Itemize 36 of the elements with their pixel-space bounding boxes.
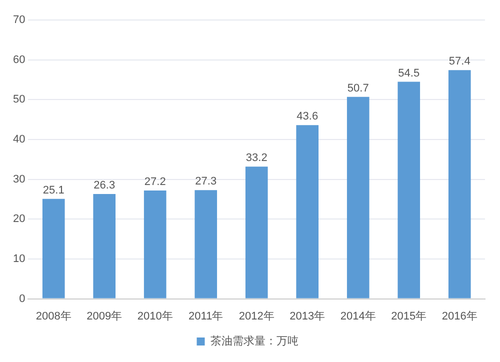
bar (194, 190, 218, 298)
x-tick-label: 2008年 (36, 310, 72, 322)
y-tick-label: 30 (12, 173, 26, 186)
bar (93, 194, 116, 298)
y-tick-label: 20 (12, 213, 26, 226)
x-tick-label: 2013年 (290, 310, 326, 322)
bar (245, 166, 268, 298)
legend-label: 茶油需求量：万吨 (210, 334, 298, 348)
y-tick-label: 10 (12, 253, 26, 266)
x-tick-label: 2015年 (391, 310, 427, 322)
y-tick-label: 60 (12, 54, 26, 66)
data-label: 33.2 (246, 152, 268, 164)
bar (346, 96, 370, 298)
data-label: 43.6 (296, 110, 318, 123)
data-label: 27.3 (195, 176, 217, 188)
x-tick-label: 2009年 (86, 310, 122, 322)
bar (144, 190, 166, 298)
data-label: 50.7 (347, 82, 369, 94)
bar (42, 198, 65, 298)
bar (448, 70, 471, 298)
data-label: 25.1 (42, 184, 64, 196)
bar (296, 125, 319, 298)
x-tick-label: 2012年 (238, 310, 274, 322)
y-tick-label: 70 (12, 14, 26, 26)
x-tick-label: 2014年 (340, 310, 376, 322)
data-label: 57.4 (448, 56, 470, 68)
y-tick-label: 50 (12, 94, 26, 106)
bar (398, 82, 420, 298)
y-tick-label: 40 (12, 134, 26, 146)
data-label: 27.2 (144, 176, 166, 188)
x-tick-label: 2011年 (188, 310, 224, 322)
data-label: 54.5 (398, 67, 420, 80)
x-tick-label: 2016年 (442, 310, 478, 322)
y-tick-label: 0 (19, 292, 26, 305)
x-tick-label: 2010年 (137, 310, 173, 322)
data-label: 26.3 (94, 180, 116, 192)
